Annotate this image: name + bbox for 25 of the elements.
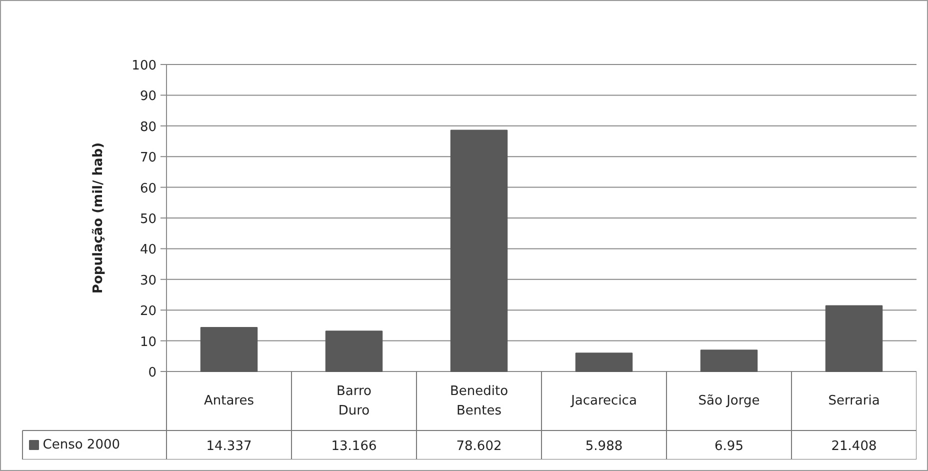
y-tick-label: 60	[140, 181, 157, 196]
y-tick-label: 20	[140, 304, 157, 320]
y-tick-label: 50	[140, 212, 157, 227]
x-tick-label: Benedito Bentes	[450, 384, 508, 418]
x-tick-label: Antares	[204, 394, 254, 408]
x-tick-label: Serraria	[828, 394, 880, 408]
y-tick-label: 100	[132, 58, 157, 74]
data-label: 21.408	[831, 439, 877, 454]
y-tick-label: 10	[140, 334, 157, 350]
data-label: 13.166	[331, 439, 377, 454]
x-tick-label: Jacarecica	[570, 394, 637, 408]
y-axis-title: População (mil/ hab)	[91, 142, 106, 294]
y-tick-label: 80	[140, 120, 157, 135]
data-label: 6.95	[714, 439, 744, 454]
y-tick-label: 90	[140, 89, 157, 104]
y-tick-label: 0	[148, 366, 157, 380]
data-label: 78.602	[456, 439, 502, 454]
y-tick-label: 70	[140, 150, 157, 166]
x-tick-label: São Jorge	[698, 394, 760, 408]
data-label: 5.988	[585, 439, 623, 454]
y-tick-label: 30	[140, 273, 157, 288]
legend-label: Censo 2000	[42, 438, 120, 452]
x-tick-label: Barro Duro	[336, 384, 372, 418]
y-tick-label: 40	[140, 242, 157, 258]
data-label: 14.337	[206, 439, 252, 454]
